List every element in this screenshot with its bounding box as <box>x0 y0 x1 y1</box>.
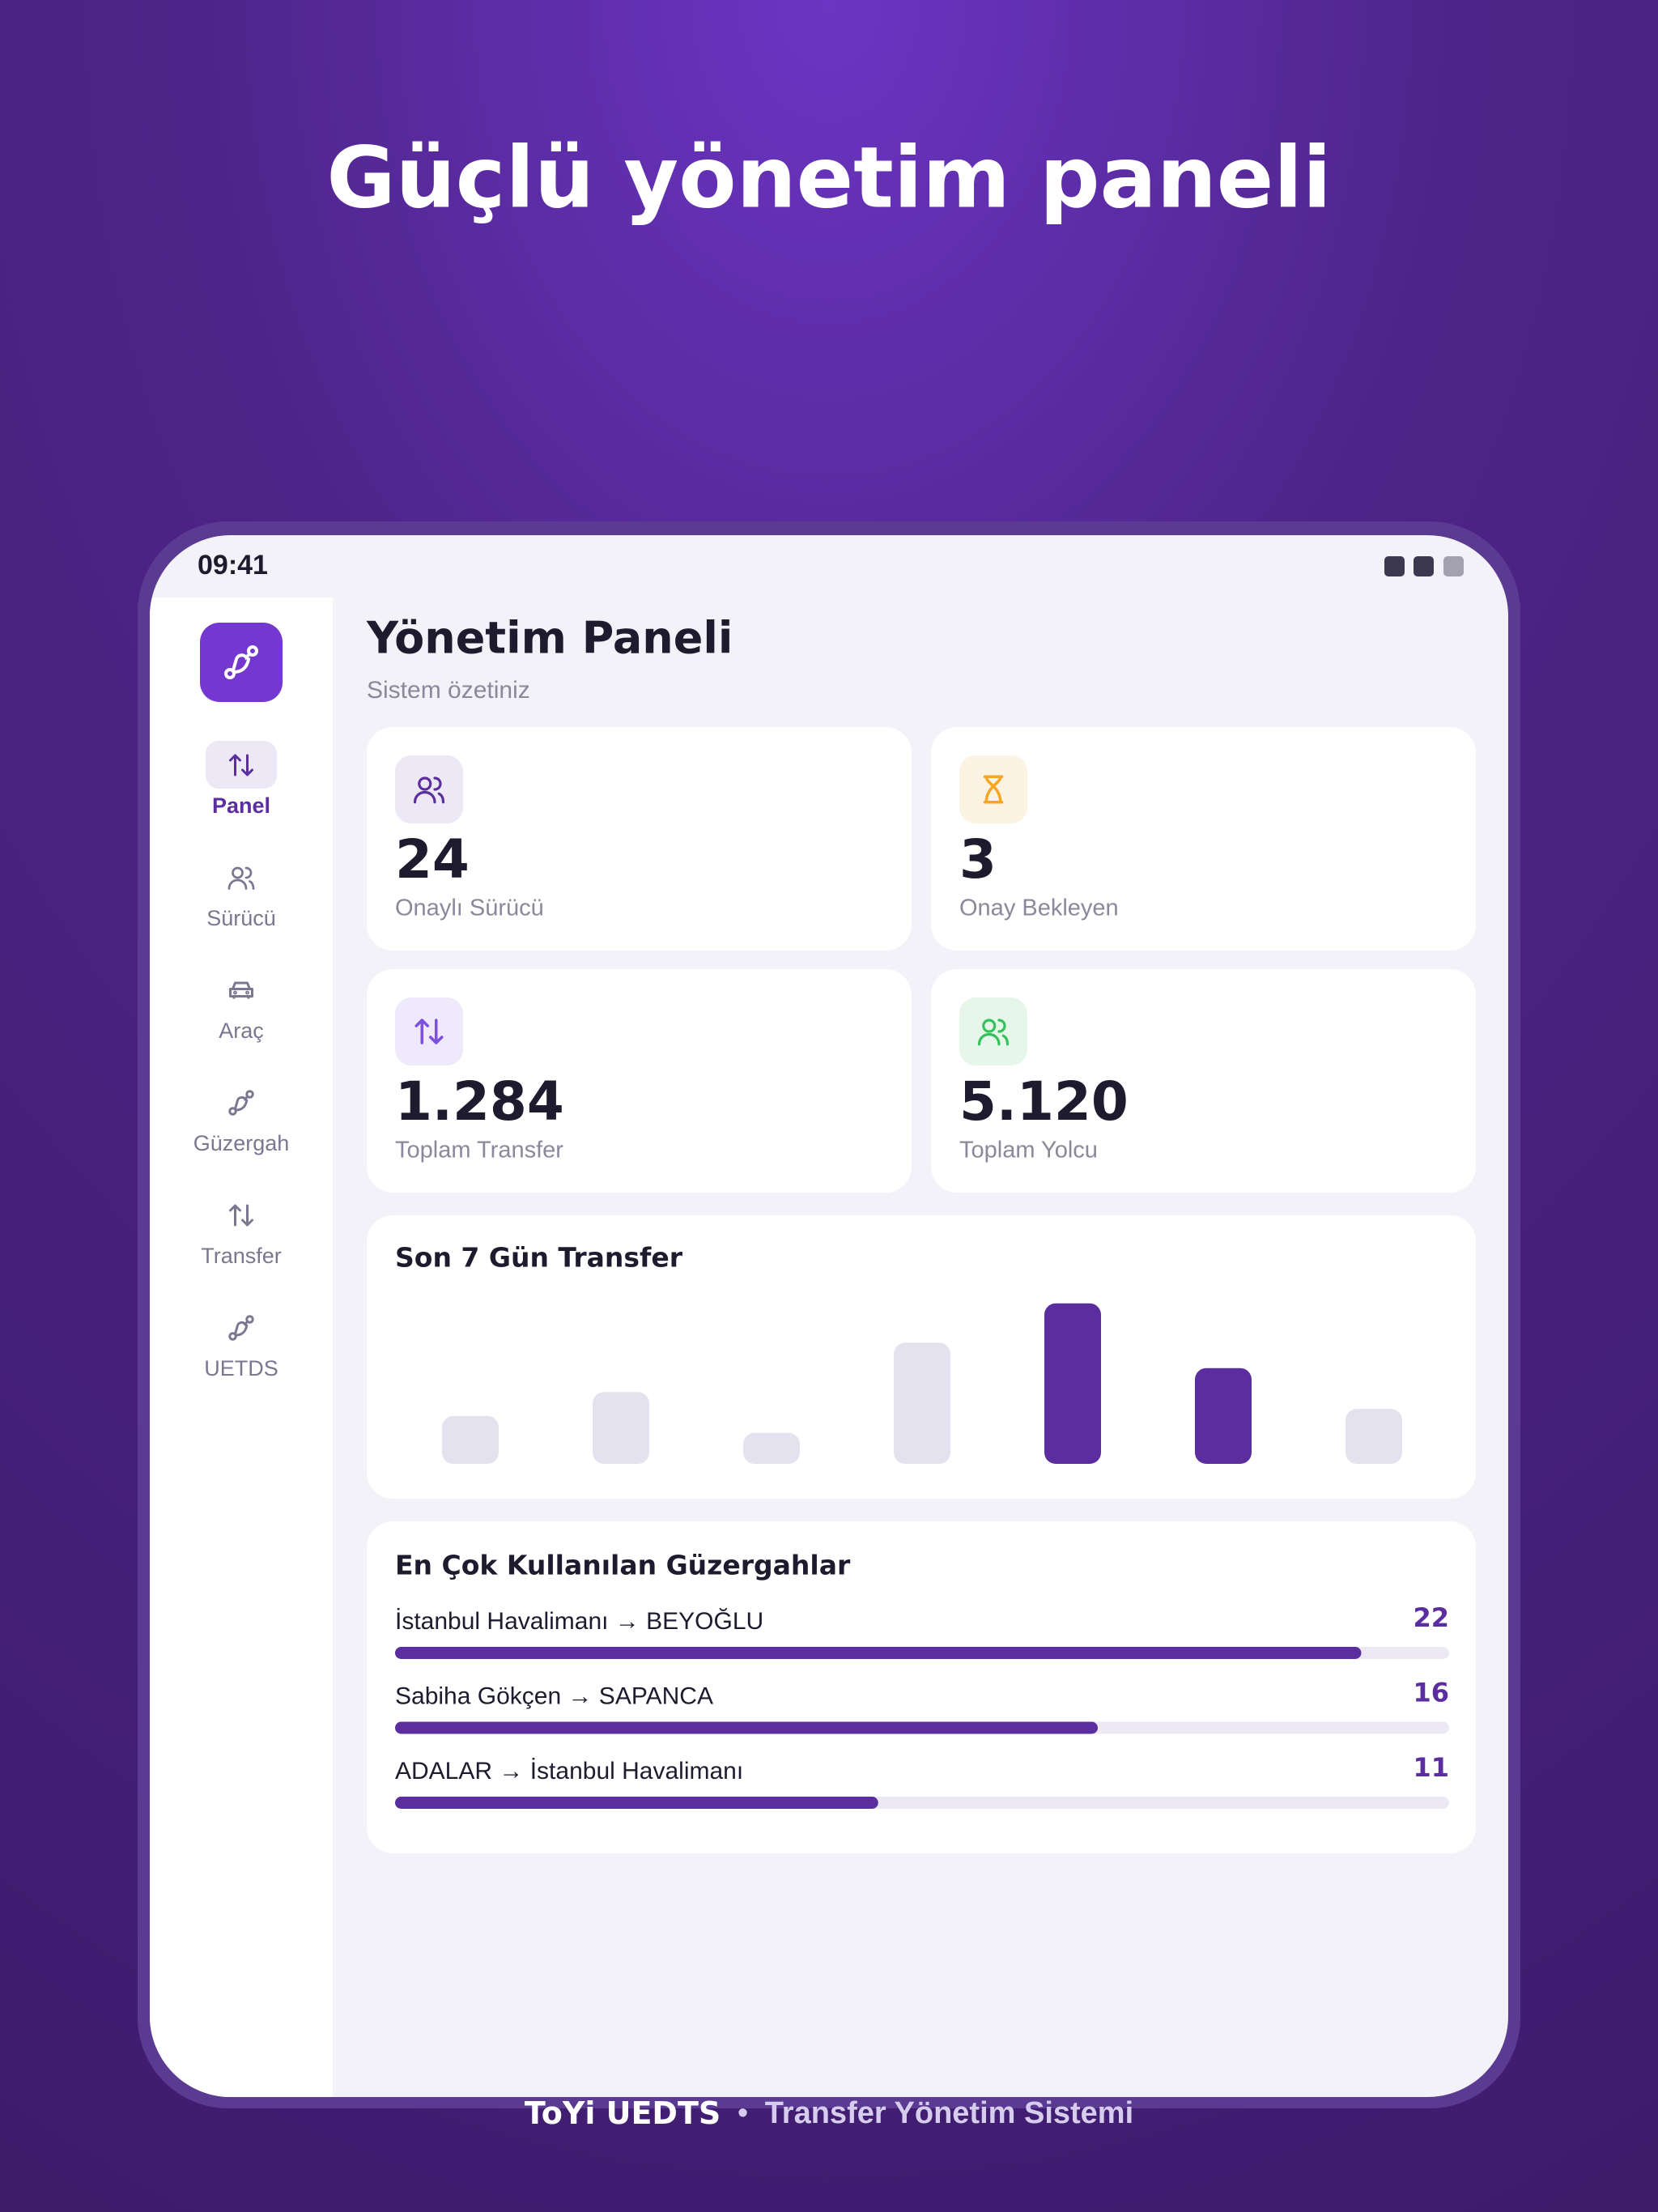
footer: ToYi UEDTS • Transfer Yönetim Sistemi <box>525 2095 1133 2131</box>
nav-label[interactable]: UETDS <box>204 1356 278 1380</box>
sidebar <box>150 598 333 2097</box>
footer-separator: • <box>738 2096 748 2130</box>
main-title: Yönetim Paneli <box>366 613 733 664</box>
footer-tagline: Transfer Yönetim Sistemi <box>765 2096 1133 2130</box>
route-value: 11 <box>1413 1752 1449 1783</box>
nav-label[interactable]: Araç <box>219 1019 264 1043</box>
stat-value: 1.284 <box>395 1070 564 1133</box>
route-bar <box>395 1797 878 1809</box>
stat-card <box>367 727 912 951</box>
status-time: 09:41 <box>198 550 268 581</box>
bar <box>1346 1409 1402 1464</box>
route-bar <box>395 1647 1362 1659</box>
bar <box>1195 1368 1252 1464</box>
main-subtitle: Sistem özetiniz <box>367 677 530 704</box>
route-name: Sabiha Gökçen → SAPANCA <box>395 1682 713 1709</box>
bar <box>442 1415 499 1464</box>
stat-label: Onaylı Sürücü <box>395 895 544 921</box>
routes-card <box>367 1521 1476 1853</box>
route-name: ADALAR → İstanbul Havalimanı <box>395 1758 743 1784</box>
nav-label[interactable]: Sürücü <box>206 906 276 930</box>
route-name: İstanbul Havalimanı → BEYOĞLU <box>395 1608 763 1635</box>
stat-label: Toplam Yolcu <box>959 1138 1098 1163</box>
page-title: Güçlü yönetim paneli <box>326 128 1331 227</box>
app-logo <box>200 623 283 702</box>
nav-label[interactable]: Panel <box>212 793 270 818</box>
stat-icon-bg <box>395 998 463 1066</box>
nav-active-bg <box>206 741 277 789</box>
stat-icon-bg <box>959 998 1027 1066</box>
route-bar <box>395 1721 1098 1734</box>
stat-icon-bg <box>395 755 463 823</box>
bar <box>1044 1303 1101 1464</box>
stat-value: 24 <box>395 828 470 891</box>
status-icon <box>1443 556 1464 576</box>
bar <box>743 1432 800 1464</box>
nav-label[interactable]: Güzergah <box>193 1131 290 1155</box>
stat-label: Toplam Transfer <box>395 1138 563 1163</box>
routes-title: En Çok Kullanılan Güzergahlar <box>395 1550 851 1581</box>
footer-brand: ToYi UEDTS <box>525 2095 721 2131</box>
stat-value: 3 <box>959 828 997 891</box>
stat-value: 5.120 <box>959 1070 1129 1133</box>
route-value: 22 <box>1413 1602 1449 1633</box>
nav-label[interactable]: Transfer <box>201 1244 282 1268</box>
stat-card <box>931 727 1476 951</box>
bar <box>894 1342 950 1464</box>
stat-card <box>367 969 912 1193</box>
stat-icon-bg <box>959 755 1027 823</box>
route-value: 16 <box>1413 1678 1449 1708</box>
stat-label: Onay Bekleyen <box>959 895 1119 921</box>
stat-card <box>931 969 1476 1193</box>
chart-title: Son 7 Gün Transfer <box>395 1242 683 1274</box>
bar <box>593 1392 649 1464</box>
status-icon <box>1414 556 1434 576</box>
status-icon <box>1384 556 1405 576</box>
